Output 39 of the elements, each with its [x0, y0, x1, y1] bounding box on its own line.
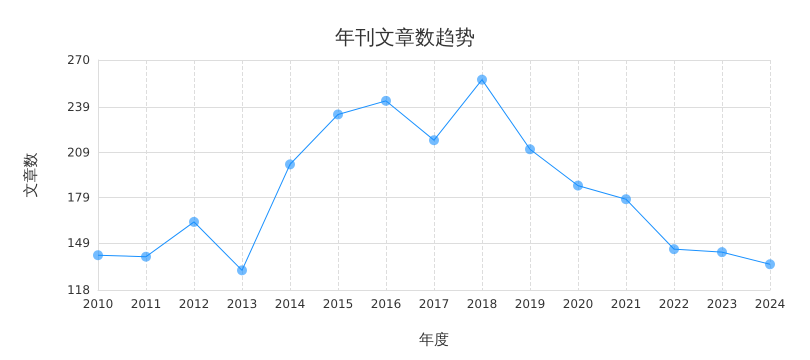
- point: [573, 180, 583, 191]
- point: [525, 144, 535, 154]
- x-tick-label: 2017: [418, 297, 450, 311]
- y-axis-title: 文章数: [22, 152, 40, 198]
- point: [141, 252, 151, 262]
- x-tick-label: 2014: [274, 297, 306, 311]
- x-tick-label: 2020: [562, 297, 594, 311]
- point: [285, 159, 295, 170]
- y-tick-label: 179: [67, 190, 90, 205]
- x-tick-label: 2012: [178, 297, 210, 311]
- y-tick-label: 209: [67, 145, 90, 160]
- y-tick-label: 149: [67, 236, 90, 250]
- point: [237, 265, 247, 276]
- y-tick-label: 270: [67, 53, 90, 67]
- x-tick-label: 2022: [658, 297, 690, 311]
- x-tick-label: 2011: [130, 297, 162, 311]
- x-tick-label: 2013: [226, 297, 258, 311]
- point: [381, 96, 391, 106]
- x-axis-title: 年度: [419, 330, 449, 348]
- point: [765, 259, 775, 270]
- x-tick-label: 2021: [610, 297, 642, 311]
- point: [717, 247, 727, 258]
- y-tick-label: 118: [67, 283, 90, 297]
- x-tick-label: 2010: [82, 297, 114, 311]
- x-tick-label: 2016: [370, 297, 402, 311]
- chart-title: 年刊文章数趋势: [335, 25, 475, 49]
- point: [189, 216, 199, 227]
- point: [621, 194, 631, 204]
- point: [477, 74, 487, 85]
- point: [669, 244, 679, 254]
- point: [93, 250, 103, 260]
- x-tick-label: 2019: [514, 297, 546, 311]
- x-tick-label: 2024: [754, 297, 786, 311]
- x-tick-label: 2023: [706, 297, 738, 311]
- point: [333, 109, 343, 120]
- x-tick-label: 2018: [466, 297, 498, 311]
- x-tick-label: 2015: [322, 297, 354, 311]
- y-tick-label: 239: [67, 100, 90, 114]
- point: [429, 135, 439, 146]
